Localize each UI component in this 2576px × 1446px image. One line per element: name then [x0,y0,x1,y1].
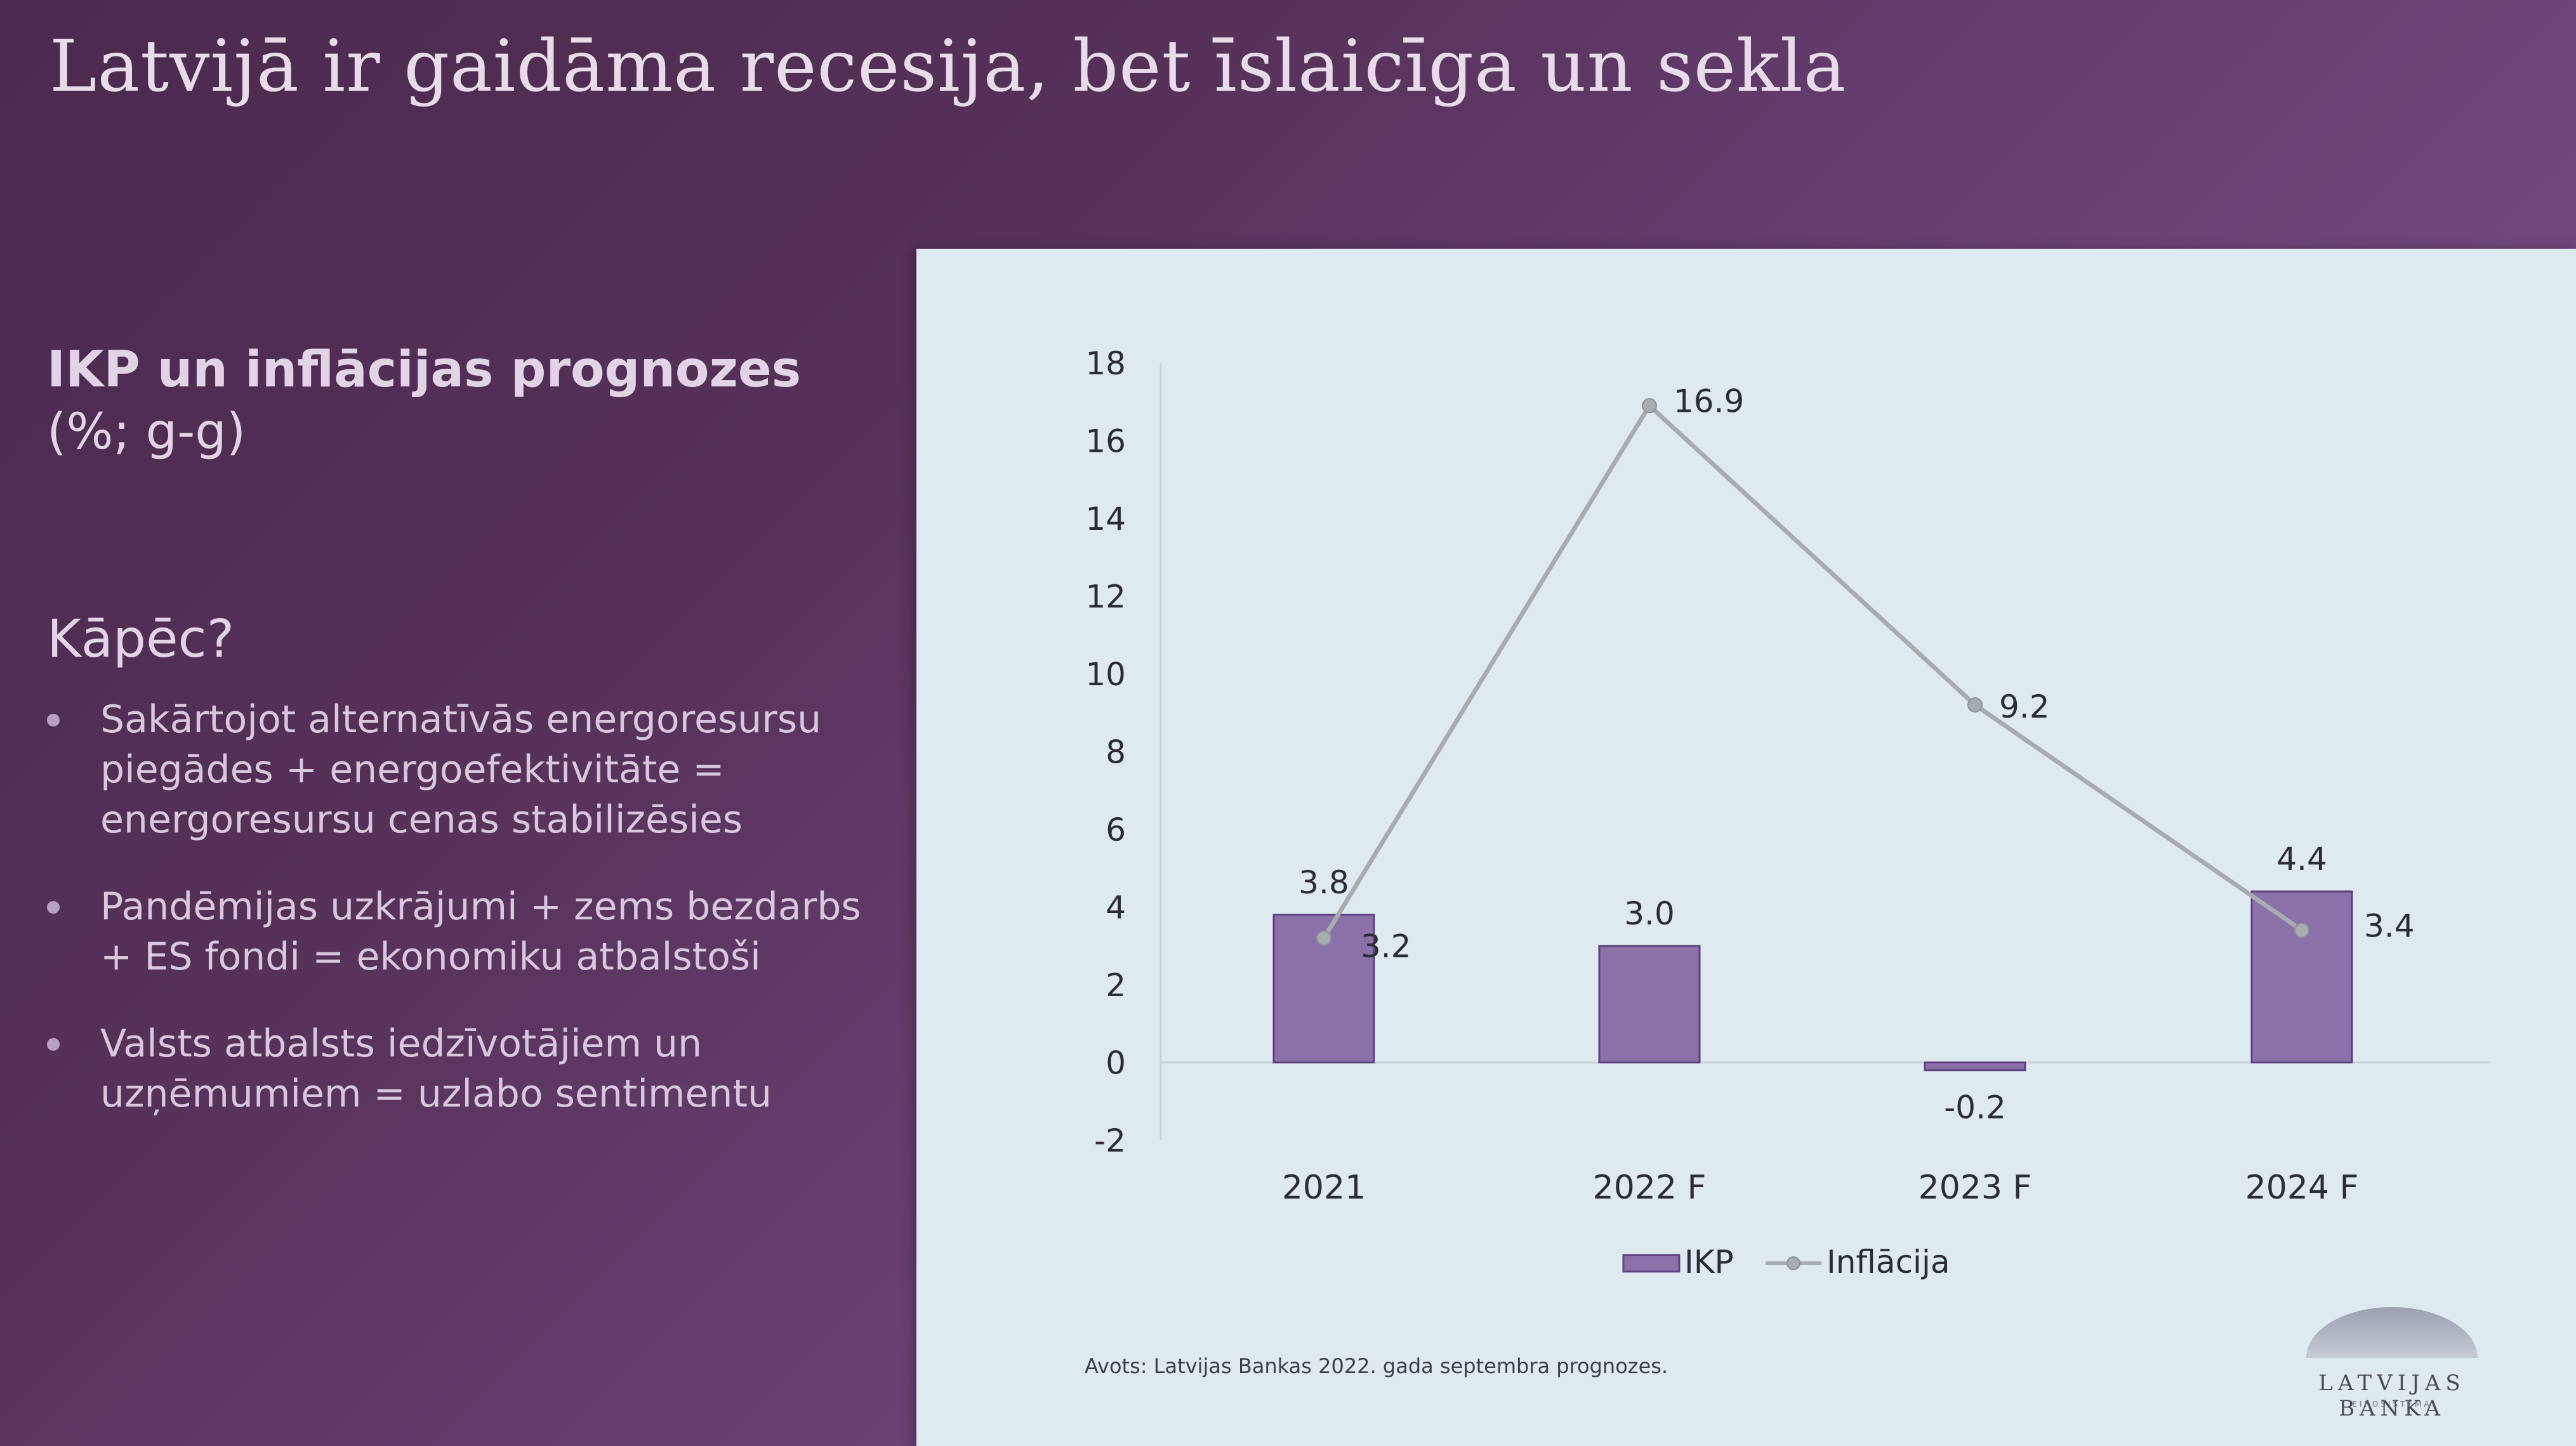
left-panel: IKP un inflācijas prognozes (%; g-g) Kāp… [47,339,885,1156]
legend-ikp-swatch [1622,1254,1681,1273]
y-tick-label: 14 [1085,501,1126,537]
logo-arc-icon [2306,1307,2478,1358]
bullet-dot-icon [47,901,60,914]
bar-ikp-2022 F [1598,945,1701,1063]
bullet-list: Sakārtojot alternatīvās energoresursu pi… [47,695,885,1119]
inflation-line [1322,403,2303,940]
legend-inflation-marker [1787,1256,1800,1270]
chart-subtitle: IKP un inflācijas prognozes [47,341,802,398]
source-note: Avots: Latvijas Bankas 2022. gada septem… [1085,1354,1668,1378]
inflation-point-2024 F [2294,923,2309,938]
bullet-dot-icon [47,714,60,726]
y-tick-label: 0 [1106,1045,1126,1082]
bank-logo: LATVIJAS BANKA EIROSISTĒMA [2262,1307,2522,1421]
bar-value-label: 4.4 [2276,841,2327,877]
bullet-item-1: Sakārtojot alternatīvās energoresursu pi… [47,695,885,845]
chart-unit: (%; g-g) [47,403,246,461]
y-tick-label: -2 [1094,1122,1126,1159]
y-tick-label: 8 [1106,734,1126,771]
x-tick-label: 2023 F [1919,1169,2032,1207]
bullet-text-2: Pandēmijas uzkrājumi + zems bezdarbs + E… [100,884,861,979]
x-tick-label: 2024 F [2245,1169,2359,1207]
inflation-value-label: 9.2 [1999,688,2050,725]
legend-ikp-label: IKP [1684,1244,1734,1280]
bullet-text-3: Valsts atbalsts iedzīvotājiem un uzņēmum… [100,1022,772,1116]
inflation-point-2021 [1316,930,1331,946]
y-tick-label: 10 [1085,656,1126,693]
bar-value-label: 3.0 [1624,895,1675,932]
bar-value-label: 3.8 [1298,864,1349,901]
bar-value-label: -0.2 [1944,1089,2006,1126]
logo-subtext: EIROSISTĒMA [2352,1400,2432,1409]
inflation-point-2023 F [1967,697,1983,713]
bullet-item-3: Valsts atbalsts iedzīvotājiem un uzņēmum… [47,1019,885,1119]
y-tick-label: 4 [1106,890,1126,926]
inflation-value-label: 16.9 [1674,383,1744,419]
y-tick-label: 2 [1106,967,1126,1004]
y-tick-label: 6 [1106,812,1126,848]
chart-svg: 18 16 14 12 10 8 6 4 2 0 -2 3.8 3.0 -0.2 4.4 3.2 16.9 9.2… [1085,345,2490,1280]
inflation-value-label: 3.4 [2364,907,2415,944]
bullet-text-1: Sakārtojot alternatīvās energoresursu pi… [100,697,822,842]
legend-inflation-label: Inflācija [1826,1244,1950,1280]
y-tick-label: 16 [1085,423,1126,460]
x-tick-label: 2022 F [1593,1169,1707,1207]
x-tick-label: 2021 [1282,1169,1366,1207]
y-tick-label: 12 [1085,579,1126,615]
logo-text: LATVIJAS BANKA [2318,1370,2466,1421]
y-tick-label: 18 [1085,345,1126,382]
bullet-item-2: Pandēmijas uzkrājumi + zems bezdarbs + E… [47,882,885,982]
bar-ikp-2024 F [2250,890,2353,1063]
inflation-value-label: 3.2 [1361,928,1411,965]
slide-title: Latvijā ir gaidāma recesija, bet īslaicī… [50,25,1847,108]
why-heading: Kāpēc? [47,609,235,669]
inflation-point-2022 F [1642,398,1657,414]
bullet-dot-icon [47,1038,60,1051]
chart-panel: 18 16 14 12 10 8 6 4 2 0 -2 3.8 3.0 -0.2 4.4 3.2 16.9 9.2… [916,249,2576,1446]
bar-ikp-2023 F [1924,1061,2026,1072]
